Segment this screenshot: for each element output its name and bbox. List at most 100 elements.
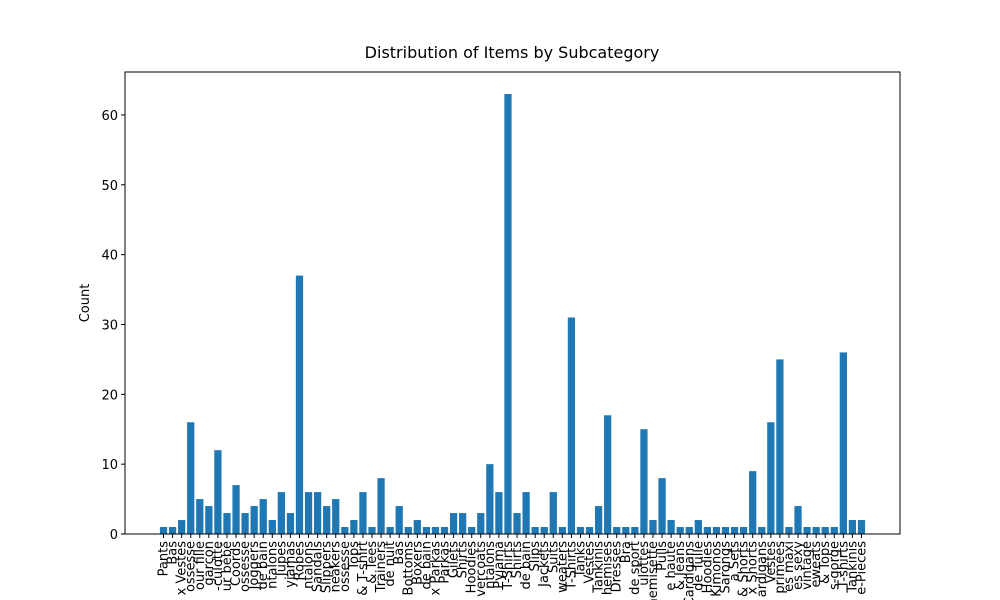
bar xyxy=(857,520,866,534)
x-tick-label: Bas xyxy=(166,541,181,565)
bar xyxy=(821,527,829,534)
bar xyxy=(776,359,784,534)
x-tick-label: de bain xyxy=(519,541,534,589)
bar xyxy=(413,520,421,534)
x-tick-label: Slips xyxy=(528,541,543,572)
x-tick-label: e haute xyxy=(664,541,679,591)
x-tick-label: ossesse xyxy=(238,541,253,592)
bar xyxy=(286,513,295,534)
x-tick-label: de nuit xyxy=(383,541,398,587)
bar xyxy=(495,492,503,534)
x-tick-label: Tankinis xyxy=(592,541,607,594)
x-tick-label: ntalons xyxy=(265,541,280,589)
bar xyxy=(377,478,385,534)
x-tick-label: T-shirts xyxy=(836,541,851,590)
x-tick-label: Pants xyxy=(157,541,172,577)
bar xyxy=(604,415,612,534)
x-tick-label: Hoodies xyxy=(700,541,715,594)
bar xyxy=(259,499,267,534)
bar xyxy=(304,492,313,534)
bar xyxy=(341,527,349,534)
x-tick-label: ulottes xyxy=(637,541,652,586)
bar xyxy=(848,520,857,534)
bar xyxy=(613,527,621,534)
bar xyxy=(712,527,721,534)
x-tick-label: de bain xyxy=(419,541,434,589)
bar xyxy=(585,527,594,534)
bar xyxy=(440,527,449,534)
bar xyxy=(694,520,702,534)
bar xyxy=(178,520,186,534)
bar xyxy=(649,520,657,534)
x-tick-label: & Tops xyxy=(818,541,833,584)
x-tick-label: ntalons xyxy=(302,541,317,589)
bar xyxy=(767,422,775,534)
x-tick-label: Vestes xyxy=(764,541,779,584)
x-tick-label: Cardigans xyxy=(682,541,697,600)
bar xyxy=(558,527,566,534)
bar xyxy=(277,492,285,534)
bar xyxy=(522,492,530,534)
x-tick-label: Slippers xyxy=(320,541,335,593)
x-tick-label: de bain xyxy=(256,541,271,589)
x-tick-label: e-Pieces xyxy=(854,541,869,595)
bar xyxy=(622,527,630,534)
bar xyxy=(594,506,603,534)
bar xyxy=(323,506,331,534)
x-tick-label: Chemisette xyxy=(646,541,661,600)
bar xyxy=(431,527,440,534)
bar xyxy=(794,506,802,534)
bar xyxy=(703,527,712,534)
bar xyxy=(830,527,838,534)
x-tick-label: garçon xyxy=(202,541,217,586)
bar xyxy=(721,527,730,534)
bar xyxy=(803,527,811,534)
bar xyxy=(159,527,168,534)
y-tick-label: 50 xyxy=(101,179,118,194)
x-tick-label: Shirts xyxy=(510,541,525,579)
x-tick-label: Parkas xyxy=(438,541,453,584)
plot-frame xyxy=(124,71,901,535)
bar xyxy=(513,513,521,534)
bar xyxy=(640,429,648,534)
bar xyxy=(740,527,748,534)
x-tick-label: Bottoms xyxy=(401,541,416,596)
bar xyxy=(196,499,204,534)
x-tick-label: Tanks xyxy=(573,541,588,579)
x-tick-label: Tankinis xyxy=(845,541,860,594)
bar xyxy=(205,506,213,534)
x-tick-label: es maxi xyxy=(782,541,797,592)
bar xyxy=(504,94,512,534)
bar xyxy=(676,527,684,534)
x-tick-label: x Vestes xyxy=(175,541,190,596)
bar xyxy=(576,527,585,534)
bar xyxy=(368,527,376,534)
x-tick-label: & Shorts xyxy=(737,541,752,597)
bar xyxy=(758,527,766,534)
x-tick-label: Hoodies xyxy=(465,541,480,594)
x-tick-label: Gilets xyxy=(447,541,462,578)
bar xyxy=(350,520,358,534)
x-tick-label: our fille xyxy=(193,541,208,590)
bar xyxy=(749,471,757,534)
y-tick-label: 30 xyxy=(101,318,118,333)
bar xyxy=(223,513,231,534)
x-tick-label: neakers xyxy=(329,541,344,593)
x-tick-label: Trainers xyxy=(374,541,389,594)
x-tick-label: Pulls xyxy=(655,541,670,571)
x-tick-label: hemises xyxy=(601,541,616,595)
x-tick-label: -culotte xyxy=(211,541,226,591)
bar xyxy=(531,527,539,534)
bar xyxy=(667,520,675,534)
x-tick-label: ardigans xyxy=(755,541,770,597)
bar xyxy=(332,499,340,534)
x-tick-label: Sarongs xyxy=(719,541,734,594)
bar xyxy=(395,506,403,534)
x-tick-label: x Parkas xyxy=(428,541,443,596)
bar xyxy=(812,527,820,534)
x-tick-label: Shirts xyxy=(456,541,471,579)
bar xyxy=(468,527,476,534)
bar xyxy=(250,506,258,534)
